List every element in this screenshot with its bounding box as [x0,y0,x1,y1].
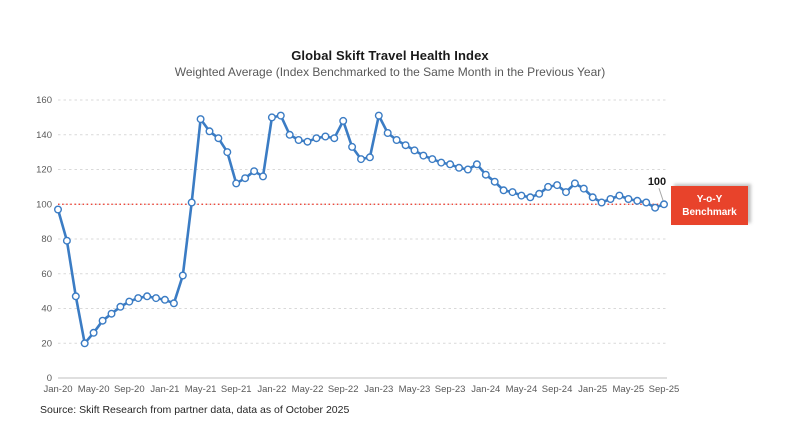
svg-text:Jan-24: Jan-24 [471,384,500,395]
chart-subtitle: Weighted Average (Index Benchmarked to t… [174,65,606,79]
svg-text:60: 60 [41,269,52,280]
svg-text:Jan-21: Jan-21 [150,384,179,395]
svg-text:80: 80 [41,234,52,245]
svg-text:100: 100 [36,199,52,210]
svg-text:Jan-25: Jan-25 [578,384,607,395]
svg-text:Sep-25: Sep-25 [649,384,680,395]
svg-text:Sep-21: Sep-21 [221,384,252,395]
svg-text:Jan-20: Jan-20 [43,384,72,395]
svg-text:May-25: May-25 [613,384,645,395]
svg-text:Jan-22: Jan-22 [257,384,286,395]
source-note: Source: Skift Research from partner data… [40,404,350,416]
svg-text:120: 120 [36,165,52,176]
svg-text:140: 140 [36,130,52,141]
svg-text:Sep-22: Sep-22 [328,384,359,395]
yoy-benchmark-callout: Y-o-Y Benchmark [671,186,748,225]
svg-text:0: 0 [47,373,52,384]
svg-text:20: 20 [41,338,52,349]
benchmark-label-line2: Benchmark [682,206,737,218]
svg-text:40: 40 [41,304,52,315]
benchmark-label-line1: Y-o-Y [696,193,723,205]
svg-text:May-20: May-20 [78,384,110,395]
svg-text:Sep-23: Sep-23 [435,384,466,395]
svg-text:Sep-24: Sep-24 [542,384,573,395]
svg-text:May-21: May-21 [185,384,217,395]
last-value-data-label: 100 [647,176,667,188]
svg-text:160: 160 [36,95,52,106]
svg-text:Jan-23: Jan-23 [364,384,393,395]
svg-text:May-22: May-22 [292,384,324,395]
svg-text:May-23: May-23 [399,384,431,395]
svg-text:May-24: May-24 [506,384,538,395]
chart-title: Global Skift Travel Health Index [291,48,489,63]
svg-text:Sep-20: Sep-20 [114,384,145,395]
